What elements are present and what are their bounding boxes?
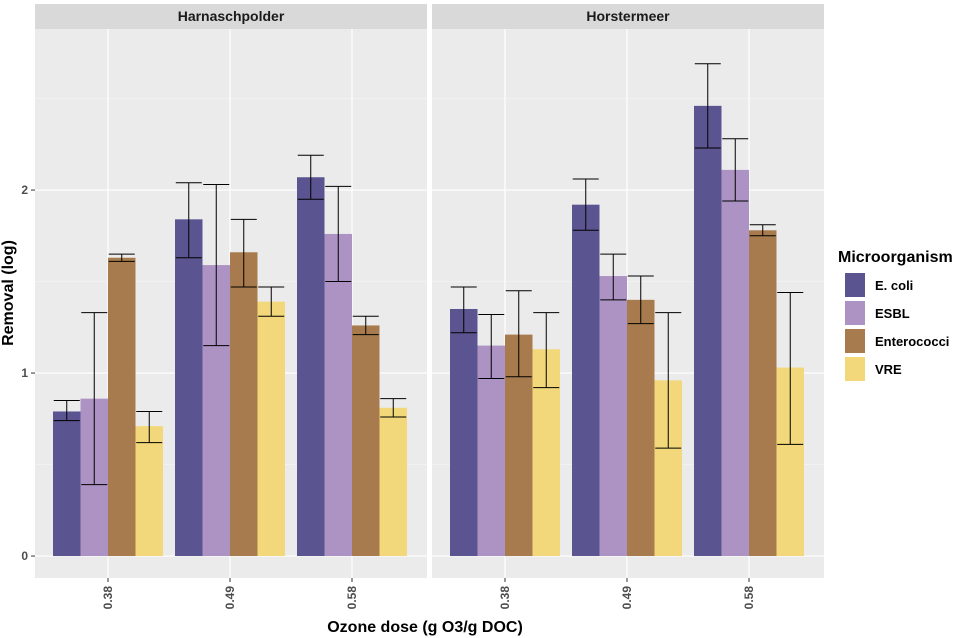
facet-horstermeer: Horstermeer 0.38 0.49 0.58 [432, 4, 824, 609]
errorbar-e-coli-horstermeer-0-49 [572, 178, 599, 231]
legend-item-vre: VRE [845, 357, 902, 381]
errorbar-e-coli-harnaschpolder-0-58 [297, 154, 324, 200]
errorbar-enterococci-horstermeer-0-49 [627, 275, 654, 325]
bar-enterococci-horstermeer-0-49 [627, 299, 655, 557]
errorbar-e-coli-horstermeer-0-58 [694, 63, 721, 149]
legend-key-enterococci [845, 329, 865, 353]
errorbar-e-coli-harnaschpolder-0-49 [175, 182, 202, 259]
errorbar-enterococci-harnaschpolder-0-49 [230, 218, 257, 288]
legend-label-e-coli: E. coli [875, 278, 913, 293]
errorbar-enterococci-horstermeer-0-38 [505, 290, 532, 378]
y-axis: 0 1 2 [21, 183, 35, 563]
legend-key-vre [845, 357, 865, 381]
errorbar-enterococci-harnaschpolder-0-38 [108, 253, 135, 262]
legend-title: Microorganism [838, 249, 953, 266]
errorbar-vre-harnaschpolder-0-38 [136, 410, 163, 444]
bar-vre-harnaschpolder-0-38 [135, 426, 163, 557]
errorbar-vre-harnaschpolder-0-58 [380, 398, 407, 418]
errorbar-enterococci-harnaschpolder-0-58 [352, 315, 379, 336]
x-tick-label: 0.49 [223, 586, 237, 610]
errorbar-e-coli-harnaschpolder-0-38 [53, 399, 80, 422]
errorbar-enterococci-horstermeer-0-58 [749, 224, 776, 237]
y-tick-label: 2 [21, 183, 28, 197]
facet-panels: Harnaschpolder 0.38 0.49 0.58 Horstermeer 0.3… [35, 4, 824, 609]
bar-e-coli-horstermeer-0-49 [572, 204, 600, 557]
errorbar-vre-horstermeer-0-38 [533, 312, 560, 389]
errorbar-esbl-harnaschpolder-0-58 [325, 185, 352, 283]
facet-harnaschpolder: Harnaschpolder 0.38 0.49 0.58 [35, 4, 427, 609]
bar-esbl-horstermeer-0-38 [477, 345, 505, 557]
x-axis-title: Ozone dose (g O3/g DOC) [327, 619, 523, 636]
errorbar-vre-horstermeer-0-49 [655, 312, 682, 449]
legend: Microorganism E. coli ESBL Enterococci VRE [838, 249, 953, 381]
y-tick-label: 1 [21, 366, 28, 380]
bar-e-coli-horstermeer-0-38 [450, 308, 478, 557]
legend-label-enterococci: Enterococci [875, 334, 949, 349]
bar-vre-harnaschpolder-0-58 [379, 407, 407, 557]
legend-item-esbl: ESBL [845, 301, 910, 325]
bar-esbl-horstermeer-0-58 [721, 169, 749, 557]
bar-enterococci-horstermeer-0-58 [749, 230, 777, 557]
errorbar-esbl-horstermeer-0-58 [722, 138, 749, 202]
x-tick-label: 0.58 [742, 586, 756, 610]
errorbar-e-coli-horstermeer-0-38 [450, 286, 477, 334]
errorbar-esbl-harnaschpolder-0-38 [81, 312, 108, 486]
x-tick-label: 0.58 [345, 586, 359, 610]
bar-esbl-horstermeer-0-49 [599, 276, 627, 557]
y-tick-label: 0 [21, 549, 28, 563]
bar-vre-harnaschpolder-0-49 [257, 301, 285, 557]
legend-key-esbl [845, 301, 865, 325]
bar-esbl-harnaschpolder-0-58 [324, 233, 352, 557]
bar-e-coli-harnaschpolder-0-58 [297, 177, 325, 557]
x-tick-label: 0.38 [101, 586, 115, 610]
y-axis-title: Removal (log) [0, 240, 17, 346]
legend-item-enterococci: Enterococci [845, 329, 949, 353]
errorbar-esbl-horstermeer-0-49 [600, 253, 627, 301]
bar-e-coli-horstermeer-0-58 [694, 105, 722, 557]
errorbar-vre-horstermeer-0-58 [777, 292, 804, 445]
bar-e-coli-harnaschpolder-0-49 [175, 219, 203, 557]
bar-enterococci-harnaschpolder-0-49 [230, 252, 258, 557]
facet-strip-label: Horstermeer [586, 8, 670, 24]
facet-strip [432, 4, 824, 29]
errorbar-vre-harnaschpolder-0-49 [258, 286, 285, 317]
bar-e-coli-harnaschpolder-0-38 [53, 411, 81, 557]
legend-key-e-coli [845, 273, 865, 297]
legend-item-e-coli: E. coli [845, 273, 913, 297]
bar-enterococci-harnaschpolder-0-58 [352, 325, 380, 557]
legend-label-vre: VRE [875, 362, 902, 377]
legend-label-esbl: ESBL [875, 306, 910, 321]
errorbar-esbl-horstermeer-0-38 [478, 313, 505, 380]
x-tick-label: 0.38 [498, 586, 512, 610]
facet-strip [35, 4, 427, 29]
facet-strip-label: Harnaschpolder [178, 8, 285, 24]
bar-enterococci-harnaschpolder-0-38 [108, 257, 136, 557]
x-tick-label: 0.49 [620, 586, 634, 610]
errorbar-esbl-harnaschpolder-0-49 [203, 184, 230, 347]
